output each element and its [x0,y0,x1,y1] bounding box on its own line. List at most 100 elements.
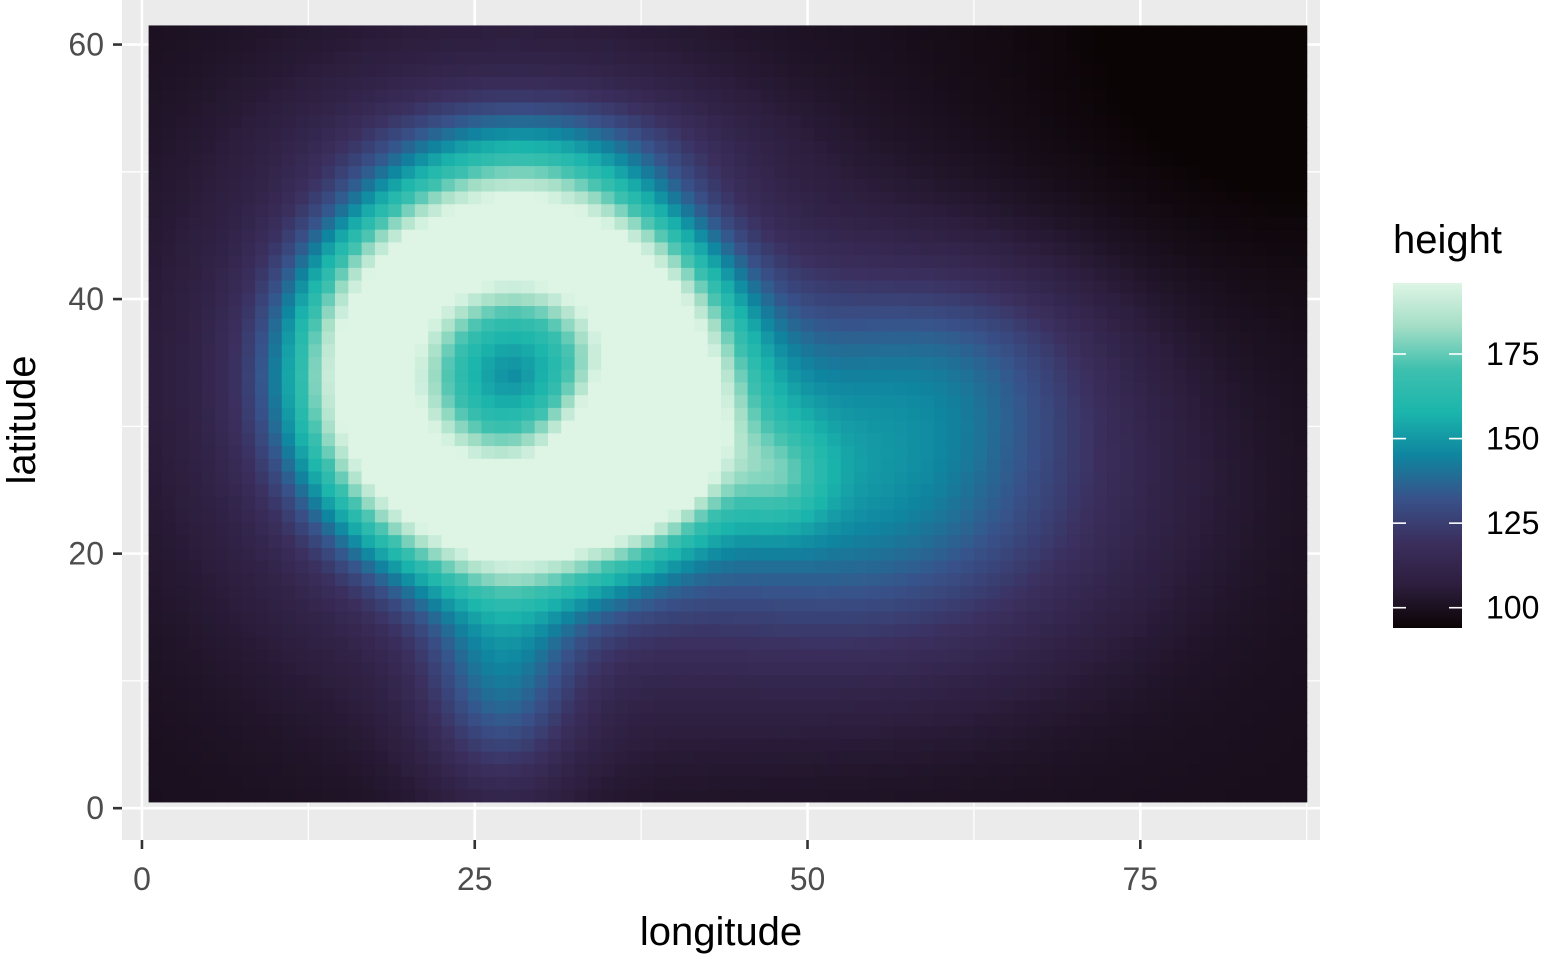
heatmap-tile [188,140,203,154]
heatmap-tile [933,369,948,383]
heatmap-tile [228,229,243,243]
heatmap-tile [255,687,270,701]
heatmap-tile [334,76,349,90]
heatmap-tile [1240,76,1255,90]
heatmap-tile [1240,572,1255,587]
heatmap-tile [947,241,962,256]
heatmap-tile [468,674,482,688]
heatmap-tile [1293,318,1308,332]
heatmap-tile [255,318,270,332]
heatmap-tile [907,343,922,357]
heatmap-tile [521,712,536,727]
heatmap-tile [308,661,323,676]
heatmap-tile [547,789,562,803]
heatmap-tile [707,254,722,268]
heatmap-tile [854,305,869,319]
heatmap-tile [1013,381,1028,396]
heatmap-tile [1253,623,1268,637]
heatmap-tile [1186,267,1201,281]
heatmap-tile [1160,203,1175,217]
heatmap-tile [508,470,522,485]
heatmap-tile [827,241,842,256]
heatmap-tile [521,178,536,192]
heatmap-tile [947,750,962,765]
heatmap-tile [1253,190,1268,205]
heatmap-tile [907,292,922,307]
heatmap-tile [361,190,376,205]
heatmap-tile [1133,127,1148,141]
heatmap-tile [201,407,216,421]
heatmap-tile [947,407,962,421]
heatmap-tile [707,178,722,192]
heatmap-tile [800,330,815,345]
heatmap-tile [295,789,309,803]
heatmap-tile [960,458,975,472]
heatmap-tile [1107,700,1121,714]
heatmap-tile [667,394,682,408]
heatmap-tile [175,114,190,128]
heatmap-tile [1226,330,1241,345]
heatmap-tile [308,623,323,637]
heatmap-tile [907,267,922,281]
heatmap-tile [348,203,363,217]
heatmap-tile [255,700,270,714]
heatmap-tile [188,343,203,357]
heatmap-tile [933,127,948,141]
heatmap-tile [627,763,642,777]
heatmap-tile [614,598,629,612]
heatmap-tile [521,407,536,421]
heatmap-tile [707,356,722,370]
heatmap-tile [894,114,908,128]
heatmap-tile [334,114,349,128]
heatmap-tile [840,229,855,243]
heatmap-tile [468,127,482,141]
heatmap-tile [1160,725,1175,739]
heatmap-tile [348,89,363,103]
heatmap-tile [800,267,815,281]
heatmap-tile [361,547,376,561]
heatmap-tile [308,725,323,739]
heatmap-tile [614,700,629,714]
heatmap-tile [1186,509,1201,523]
heatmap-tile [854,661,869,676]
heatmap-tile [547,178,562,192]
heatmap-tile [1266,700,1281,714]
heatmap-tile [960,700,975,714]
heatmap-tile [201,330,216,345]
heatmap-tile [987,445,1002,459]
heatmap-tile [188,267,203,281]
heatmap-tile [627,229,642,243]
heatmap-tile [1107,509,1121,523]
heatmap-tile [1200,610,1215,625]
heatmap-tile [161,241,176,256]
heatmap-tile [867,165,882,179]
heatmap-tile [534,229,549,243]
heatmap-tile [1253,216,1268,230]
heatmap-tile [188,763,203,777]
heatmap-tile [840,165,855,179]
heatmap-tile [348,165,363,179]
heatmap-tile [880,394,895,408]
heatmap-tile [800,572,815,587]
heatmap-tile [148,280,163,294]
heatmap-tile [654,305,669,319]
heatmap-tile [867,356,882,370]
heatmap-tile [201,178,216,192]
heatmap-tile [1107,318,1121,332]
heatmap-tile [854,445,869,459]
heatmap-tile [681,140,695,154]
heatmap-tile [321,763,336,777]
heatmap-tile [428,330,443,345]
heatmap-tile [867,521,882,536]
heatmap-tile [521,101,536,116]
heatmap-tile [255,407,270,421]
heatmap-tile [627,330,642,345]
heatmap-tile [1093,700,1108,714]
heatmap-tile [1080,687,1095,701]
heatmap-tile [148,572,163,587]
heatmap-tile [175,712,190,727]
heatmap-tile [1146,445,1161,459]
heatmap-tile [521,305,536,319]
heatmap-tile [414,432,429,447]
heatmap-tile [308,140,323,154]
